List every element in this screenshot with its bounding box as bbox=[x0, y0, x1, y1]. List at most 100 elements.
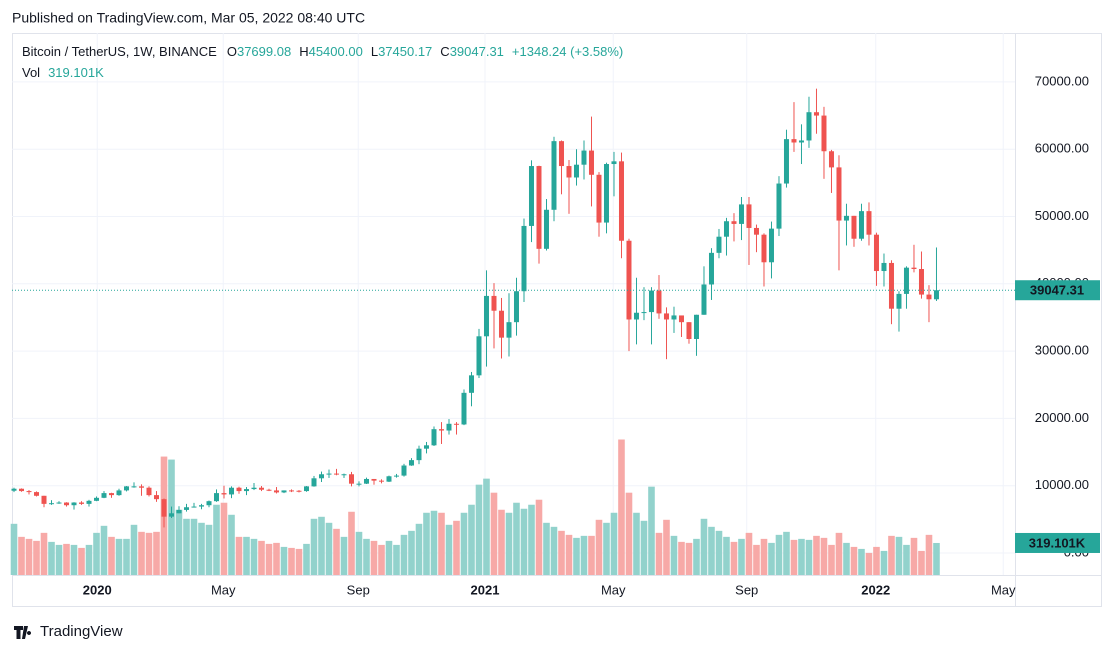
volume-bar bbox=[753, 544, 760, 575]
candle-body bbox=[258, 487, 264, 490]
volume-legend: Vol 319.101K bbox=[22, 65, 104, 80]
x-tick-label: Sep bbox=[347, 582, 370, 597]
volume-bar bbox=[715, 530, 723, 575]
volume-bar bbox=[123, 538, 130, 575]
candle-body bbox=[221, 493, 227, 495]
candle-body bbox=[558, 141, 564, 167]
candle-body bbox=[393, 475, 399, 477]
candle-body bbox=[536, 166, 542, 249]
candle-body bbox=[288, 490, 294, 492]
volume-bar bbox=[70, 544, 78, 575]
volume-bar bbox=[333, 528, 340, 575]
volume-name: Vol bbox=[22, 65, 40, 80]
volume-bar bbox=[670, 535, 678, 575]
volume-bar bbox=[138, 531, 145, 575]
volume-bar bbox=[490, 492, 498, 575]
candle-body bbox=[528, 166, 534, 226]
y-tick-label: 60000.00 bbox=[1035, 141, 1089, 156]
candle-body bbox=[806, 112, 812, 141]
volume-bar bbox=[820, 537, 828, 575]
volume-bar bbox=[858, 548, 865, 575]
legend-value: 39047.31 bbox=[450, 44, 504, 59]
candle-body bbox=[11, 488, 17, 491]
volume-bar bbox=[475, 484, 483, 575]
candle-body bbox=[213, 493, 219, 502]
candle-body bbox=[671, 315, 677, 320]
candle-body bbox=[708, 252, 714, 285]
volume-bar bbox=[633, 512, 640, 575]
volume-bar bbox=[393, 544, 400, 575]
candle-body bbox=[506, 322, 512, 338]
volume-bar bbox=[835, 532, 843, 575]
candle-body bbox=[686, 322, 692, 339]
volume-bar bbox=[303, 543, 310, 575]
volume-bar bbox=[865, 552, 873, 575]
volume-bar bbox=[880, 550, 888, 575]
candle-body bbox=[371, 478, 377, 481]
volume-bar bbox=[843, 542, 850, 575]
x-tick-label: 2020 bbox=[83, 582, 112, 597]
candle-body bbox=[446, 423, 452, 431]
candle-body bbox=[101, 493, 107, 498]
candle-body bbox=[108, 493, 114, 496]
x-tick-label: May bbox=[601, 582, 626, 597]
volume-bar bbox=[648, 486, 655, 575]
candle-body bbox=[873, 234, 879, 272]
candle-body bbox=[71, 502, 77, 506]
volume-bar bbox=[783, 531, 790, 575]
candle-body bbox=[86, 500, 92, 504]
candle-body bbox=[573, 164, 579, 178]
candle-body bbox=[926, 294, 932, 300]
volume-bar bbox=[933, 542, 940, 575]
legend-value: 37450.17 bbox=[378, 44, 432, 59]
candle-body bbox=[348, 474, 354, 484]
volume-bar bbox=[415, 523, 423, 575]
candle-body bbox=[483, 295, 489, 337]
candle-body bbox=[206, 501, 212, 506]
volume-bar bbox=[378, 544, 385, 575]
candle-body bbox=[656, 290, 662, 314]
volume-bar bbox=[25, 538, 33, 575]
candles bbox=[11, 88, 939, 528]
candle-body bbox=[498, 310, 504, 338]
candle-body bbox=[123, 486, 129, 491]
volume-bar bbox=[228, 514, 235, 575]
x-tick-label: 2021 bbox=[471, 582, 500, 597]
y-tick-label: 30000.00 bbox=[1035, 343, 1089, 358]
volume-bar bbox=[790, 539, 798, 575]
y-tick-label: 20000.00 bbox=[1035, 410, 1089, 425]
volume-bar bbox=[325, 522, 333, 575]
candle-body bbox=[49, 503, 55, 505]
volume-bar bbox=[250, 538, 258, 575]
candle-body bbox=[228, 487, 234, 495]
volume-bar bbox=[190, 518, 198, 575]
volume-bar bbox=[918, 550, 925, 575]
volume-bar bbox=[355, 531, 363, 575]
volume-bar bbox=[550, 526, 558, 575]
candle-body bbox=[198, 505, 204, 507]
volume-bar bbox=[310, 518, 318, 575]
brand: TradingView bbox=[40, 623, 123, 640]
volume-bar bbox=[340, 536, 348, 575]
candle-body bbox=[723, 221, 729, 237]
candle-body bbox=[761, 234, 767, 263]
candle-body bbox=[408, 460, 414, 466]
candle-body bbox=[468, 375, 474, 393]
volume-bar bbox=[198, 522, 205, 575]
candle-body bbox=[836, 167, 842, 221]
candle-body bbox=[438, 429, 444, 431]
candle-body bbox=[918, 269, 924, 295]
candle-body bbox=[678, 315, 684, 323]
candle-body bbox=[828, 151, 834, 168]
candle-body bbox=[896, 293, 902, 309]
candle-body bbox=[903, 267, 909, 294]
volume-tag bbox=[1015, 532, 1100, 553]
volume-bar bbox=[460, 512, 468, 575]
candle-body bbox=[543, 209, 549, 249]
volume-bar bbox=[40, 532, 48, 575]
candle-body bbox=[64, 502, 70, 506]
volume-bar bbox=[903, 544, 910, 575]
volume-bar bbox=[115, 538, 123, 575]
volume-bar bbox=[543, 522, 550, 575]
